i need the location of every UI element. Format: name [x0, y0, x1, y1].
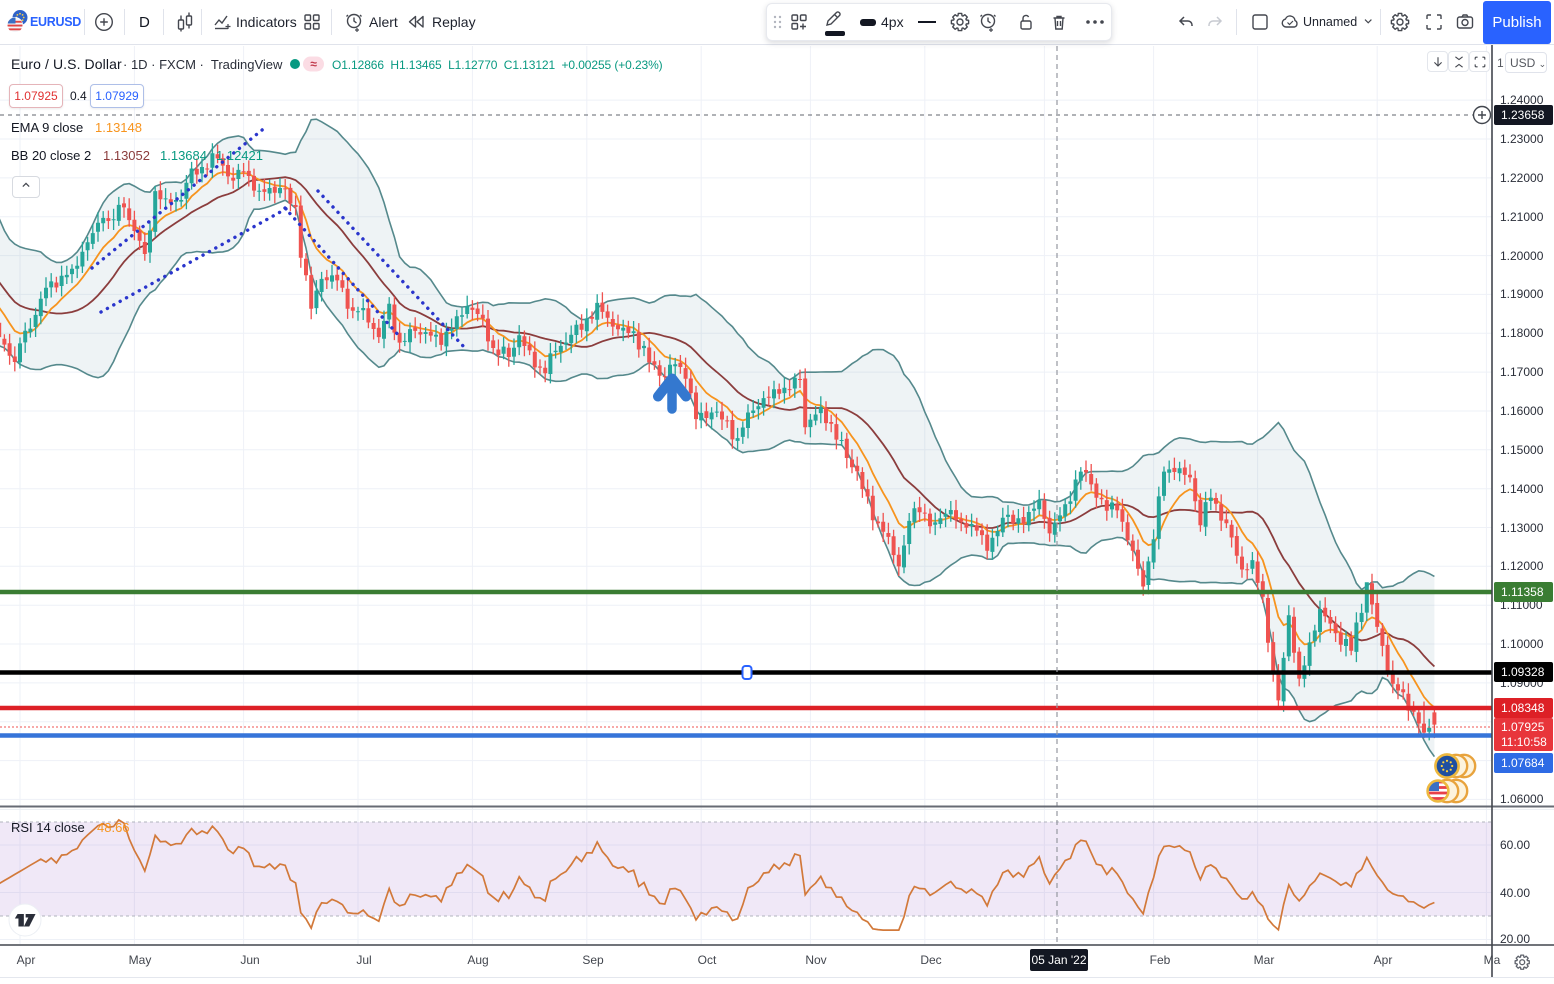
svg-text:≈: ≈	[310, 57, 317, 71]
